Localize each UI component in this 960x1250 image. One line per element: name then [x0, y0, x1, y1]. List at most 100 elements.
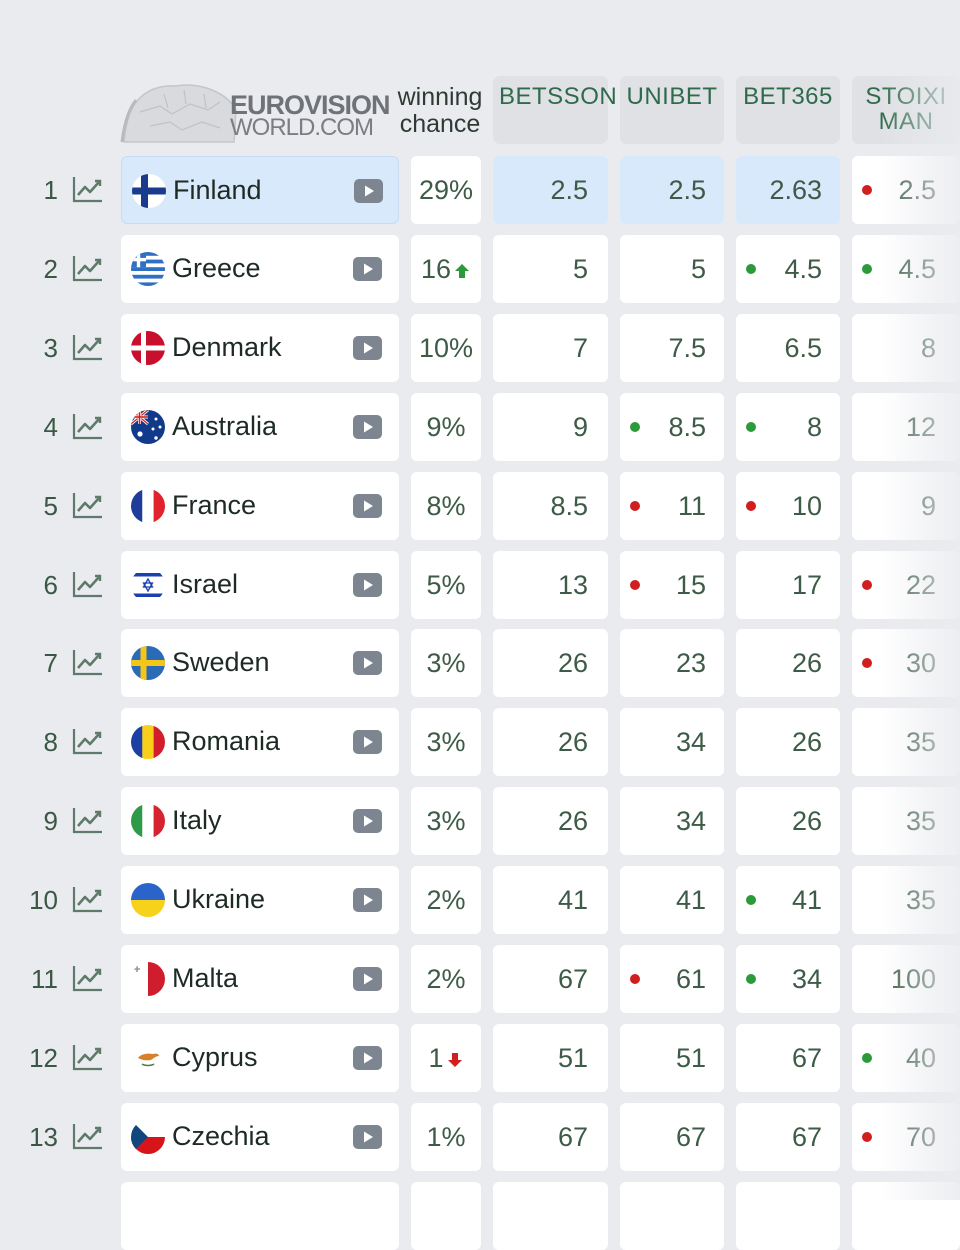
odds-unibet-cell[interactable]: 61	[620, 945, 724, 1013]
odds-unibet-cell[interactable]: 5	[620, 235, 724, 303]
odds-betsson-cell[interactable]: 51	[493, 1024, 608, 1092]
odds-bet365-cell[interactable]: 17	[736, 551, 840, 619]
country-cell[interactable]: Greece	[121, 235, 399, 303]
play-video-icon[interactable]	[353, 809, 382, 833]
country-cell[interactable]: Denmark	[121, 314, 399, 382]
odds-stoiximan-cell[interactable]: 40	[852, 1024, 960, 1092]
bookmaker-header-betsson[interactable]: BETSSON	[493, 76, 617, 144]
trend-chart-icon[interactable]	[72, 333, 104, 361]
play-video-icon[interactable]	[353, 888, 382, 912]
play-video-icon[interactable]	[353, 967, 382, 991]
country-cell[interactable]: Malta	[121, 945, 399, 1013]
country-cell[interactable]: Italy	[121, 787, 399, 855]
country-cell[interactable]: Cyprus	[121, 1024, 399, 1092]
odds-betsson-cell[interactable]: 67	[493, 1103, 608, 1171]
odds-stoiximan-cell[interactable]: 35	[852, 866, 960, 934]
trend-chart-icon[interactable]	[72, 806, 104, 834]
country-cell[interactable]: Czechia	[121, 1103, 399, 1171]
odds-stoiximan-cell[interactable]: 35	[852, 708, 960, 776]
trend-chart-icon[interactable]	[72, 885, 104, 913]
odds-stoiximan-cell[interactable]: 4.5	[852, 235, 960, 303]
play-video-icon[interactable]	[353, 573, 382, 597]
odds-unibet-cell[interactable]: 15	[620, 551, 724, 619]
play-video-icon[interactable]	[353, 651, 382, 675]
eurovisionworld-logo[interactable]: EUROVISION WORLD.COM	[120, 82, 395, 144]
odds-cell[interactable]	[493, 1182, 608, 1250]
country-cell[interactable]: Australia	[121, 393, 399, 461]
odds-unibet-cell[interactable]: 23	[620, 629, 724, 697]
odds-unibet-cell[interactable]: 2.5	[620, 156, 724, 224]
odds-betsson-cell[interactable]: 2.5	[493, 156, 608, 224]
odds-betsson-cell[interactable]: 67	[493, 945, 608, 1013]
odds-unibet-cell[interactable]: 11	[620, 472, 724, 540]
country-cell[interactable]: Romania	[121, 708, 399, 776]
trend-chart-icon[interactable]	[72, 254, 104, 282]
odds-unibet-cell[interactable]: 67	[620, 1103, 724, 1171]
winning-chance-header[interactable]: winning chance	[397, 83, 483, 138]
odds-bet365-cell[interactable]: 8	[736, 393, 840, 461]
odds-bet365-cell[interactable]: 4.5	[736, 235, 840, 303]
country-cell[interactable]	[121, 1182, 399, 1250]
odds-cell[interactable]	[852, 1182, 960, 1250]
odds-bet365-cell[interactable]: 10	[736, 472, 840, 540]
odds-betsson-cell[interactable]: 41	[493, 866, 608, 934]
odds-bet365-cell[interactable]: 6.5	[736, 314, 840, 382]
trend-chart-icon[interactable]	[72, 491, 104, 519]
odds-bet365-cell[interactable]: 26	[736, 787, 840, 855]
country-cell[interactable]: Finland	[121, 156, 399, 224]
odds-unibet-cell[interactable]: 34	[620, 708, 724, 776]
odds-unibet-cell[interactable]: 34	[620, 787, 724, 855]
odds-bet365-cell[interactable]: 2.63	[736, 156, 840, 224]
trend-chart-icon[interactable]	[72, 175, 104, 203]
odds-stoiximan-cell[interactable]: 22	[852, 551, 960, 619]
odds-bet365-cell[interactable]: 41	[736, 866, 840, 934]
odds-unibet-cell[interactable]: 8.5	[620, 393, 724, 461]
odds-unibet-cell[interactable]: 41	[620, 866, 724, 934]
odds-betsson-cell[interactable]: 26	[493, 708, 608, 776]
odds-bet365-cell[interactable]: 26	[736, 629, 840, 697]
odds-betsson-cell[interactable]: 26	[493, 629, 608, 697]
bookmaker-header-bet365[interactable]: BET365	[736, 76, 840, 144]
play-video-icon[interactable]	[353, 494, 382, 518]
odds-stoiximan-cell[interactable]: 70	[852, 1103, 960, 1171]
odds-bet365-cell[interactable]: 34	[736, 945, 840, 1013]
odds-unibet-cell[interactable]: 51	[620, 1024, 724, 1092]
odds-betsson-cell[interactable]: 9	[493, 393, 608, 461]
trend-chart-icon[interactable]	[72, 570, 104, 598]
play-video-icon[interactable]	[353, 730, 382, 754]
play-video-icon[interactable]	[353, 1125, 382, 1149]
odds-betsson-cell[interactable]: 8.5	[493, 472, 608, 540]
odds-bet365-cell[interactable]: 67	[736, 1024, 840, 1092]
trend-chart-icon[interactable]	[72, 964, 104, 992]
country-cell[interactable]: Israel	[121, 551, 399, 619]
odds-unibet-cell[interactable]: 7.5	[620, 314, 724, 382]
odds-bet365-cell[interactable]: 26	[736, 708, 840, 776]
odds-betsson-cell[interactable]: 7	[493, 314, 608, 382]
odds-stoiximan-cell[interactable]: 30	[852, 629, 960, 697]
play-video-icon[interactable]	[353, 1046, 382, 1070]
trend-chart-icon[interactable]	[72, 727, 104, 755]
odds-cell[interactable]	[620, 1182, 724, 1250]
play-video-icon[interactable]	[353, 257, 382, 281]
country-cell[interactable]: Ukraine	[121, 866, 399, 934]
play-video-icon[interactable]	[353, 336, 382, 360]
play-video-icon[interactable]	[353, 415, 382, 439]
odds-stoiximan-cell[interactable]: 100	[852, 945, 960, 1013]
trend-chart-icon[interactable]	[72, 1122, 104, 1150]
odds-betsson-cell[interactable]: 5	[493, 235, 608, 303]
odds-bet365-cell[interactable]: 67	[736, 1103, 840, 1171]
odds-stoiximan-cell[interactable]: 35	[852, 787, 960, 855]
trend-chart-icon[interactable]	[72, 648, 104, 676]
bookmaker-header-unibet[interactable]: UNIBET	[620, 76, 724, 144]
trend-chart-icon[interactable]	[72, 1043, 104, 1071]
odds-stoiximan-cell[interactable]: 2.5	[852, 156, 960, 224]
country-cell[interactable]: France	[121, 472, 399, 540]
bookmaker-header-stoiximan[interactable]: STOIXI MAN	[852, 76, 960, 144]
odds-stoiximan-cell[interactable]: 8	[852, 314, 960, 382]
trend-chart-icon[interactable]	[72, 412, 104, 440]
odds-stoiximan-cell[interactable]: 9	[852, 472, 960, 540]
odds-cell[interactable]	[736, 1182, 840, 1250]
odds-betsson-cell[interactable]: 26	[493, 787, 608, 855]
play-video-icon[interactable]	[354, 179, 383, 203]
odds-betsson-cell[interactable]: 13	[493, 551, 608, 619]
